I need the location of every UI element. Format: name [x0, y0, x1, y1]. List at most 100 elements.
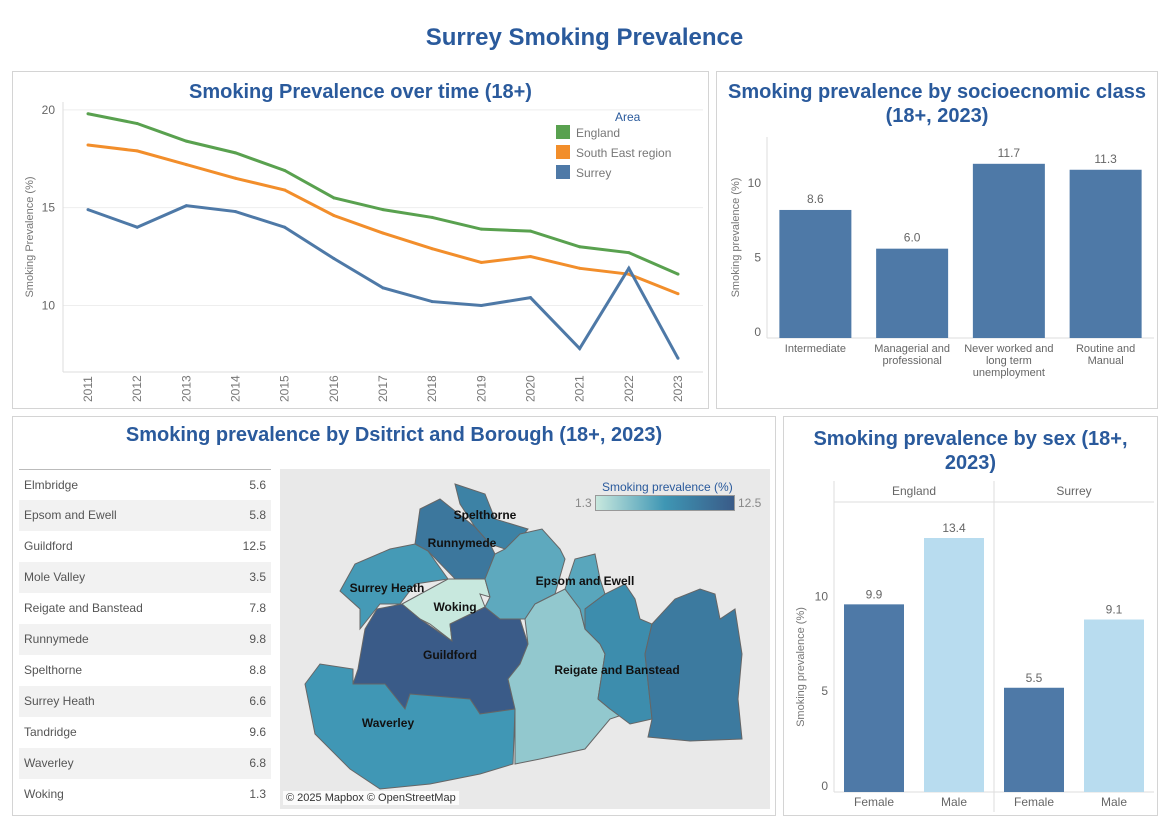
data-point [381, 208, 385, 212]
data-point [479, 227, 483, 231]
y-tick-label: 5 [754, 251, 761, 265]
data-point [381, 286, 385, 290]
district-region-elmbridge [484, 528, 566, 620]
district-name: Woking [24, 787, 64, 801]
data-point [676, 272, 680, 276]
data-point [529, 296, 532, 300]
table-row[interactable]: Reigate and Banstead 7.8 [19, 593, 271, 624]
socio-chart-title: Smoking prevalence by socioecnomic class… [728, 81, 1146, 127]
x-tick-label: 2021 [573, 375, 587, 402]
category-label: Never worked and [964, 343, 1053, 355]
bar [876, 248, 949, 338]
x-tick-label: 2012 [130, 375, 144, 402]
district-name: Runnymede [24, 632, 89, 646]
map-legend-title: Smoking prevalence (%) [602, 480, 733, 494]
series-line-surrey [87, 204, 680, 360]
map-svg: Spelthorne Runnymede Surrey Heath Woking Eps… [304, 483, 743, 790]
district-value: 5.6 [249, 478, 266, 492]
bar [1084, 619, 1144, 792]
data-point [529, 255, 532, 259]
table-row[interactable]: Tandridge 9.6 [19, 717, 271, 748]
map-label: Woking [433, 600, 476, 614]
bar-label: 8.6 [807, 192, 824, 206]
table-row[interactable]: Spelthorne 8.8 [19, 655, 271, 686]
data-point [86, 112, 90, 116]
district-name: Reigate and Banstead [24, 601, 143, 615]
data-point [381, 231, 385, 235]
district-value: 6.6 [249, 694, 266, 708]
group-label: Surrey [1056, 484, 1091, 498]
data-point [234, 176, 237, 180]
y-tick-label: 10 [815, 589, 829, 603]
map-attribution[interactable]: © 2025 Mapbox © OpenStreetMap [283, 791, 459, 805]
bar [1069, 169, 1142, 338]
y-axis-label: Smoking Prevalence (%) [24, 176, 36, 297]
data-point [332, 213, 336, 217]
table-row[interactable]: Woking 1.3 [19, 779, 271, 810]
x-tick-label: 2013 [179, 375, 193, 402]
district-region-waverley [304, 663, 516, 790]
bar-label: 9.1 [1106, 603, 1123, 617]
data-point [529, 229, 532, 233]
data-point [578, 245, 582, 249]
district-region-tandridge [644, 588, 743, 742]
district-name: Mole Valley [24, 570, 86, 584]
district-value: 5.8 [249, 508, 266, 522]
category-label: Male [941, 795, 967, 809]
district-value: 7.8 [249, 601, 266, 615]
district-region-surrey-heath [339, 543, 449, 631]
category-label: Manual [1088, 355, 1124, 367]
category-label: Female [854, 795, 894, 809]
district-value: 6.8 [249, 756, 266, 770]
table-row[interactable]: Waverley 6.8 [19, 748, 271, 779]
x-tick-label: 2017 [376, 375, 390, 402]
data-point [135, 225, 139, 229]
category-label: unemployment [973, 367, 1045, 379]
district-name: Elmbridge [24, 478, 79, 492]
socio-chart: 0 5 10 Smoking prevalence (%) 8.6 Intermediat… [730, 137, 1154, 379]
y-tick-label: 5 [821, 684, 828, 698]
data-point [627, 251, 631, 255]
bar [844, 604, 904, 792]
bar [972, 163, 1045, 338]
x-tick-label: 2023 [671, 375, 685, 402]
bar-label: 13.4 [942, 521, 966, 535]
y-axis-label: Smoking prevalence (%) [730, 178, 742, 298]
data-point [86, 208, 90, 212]
table-row[interactable]: Epsom and Ewell 5.8 [19, 500, 271, 531]
line-chart-title: Smoking Prevalence over time (18+) [189, 81, 532, 103]
data-point [578, 347, 582, 351]
category-label: Female [1014, 795, 1054, 809]
bar [924, 538, 984, 792]
data-point [234, 210, 237, 214]
bar-label: 11.3 [1094, 152, 1117, 166]
line-chart: 10 15 20 Smoking Prevalence (%) 2011 2012 2013… [24, 102, 703, 402]
socio-chart-panel: Smoking prevalence by socioecnomic class… [716, 71, 1158, 409]
y-tick-label: 20 [42, 103, 56, 117]
map-label: Waverley [362, 716, 415, 730]
map-label: Runnymede [428, 536, 497, 550]
legend-label: England [576, 126, 620, 140]
category-label: Male [1101, 795, 1127, 809]
district-panel: Smoking prevalence by Dsitrict and Borou… [12, 416, 776, 816]
table-row[interactable]: Surrey Heath 6.6 [19, 686, 271, 717]
x-tick-label: 2016 [327, 375, 341, 402]
table-row[interactable]: Runnymede 9.8 [19, 624, 271, 655]
table-row[interactable]: Guildford 12.5 [19, 531, 271, 562]
legend-title: Area [615, 110, 641, 124]
district-map[interactable]: Spelthorne Runnymede Surrey Heath Woking Eps… [280, 469, 770, 809]
sex-chart-panel: Smoking prevalence by sex (18+, 2023) 0 5… [783, 416, 1158, 816]
data-point [430, 300, 434, 304]
y-tick-label: 10 [748, 176, 762, 190]
category-label: long term [986, 355, 1032, 367]
table-row[interactable]: Elmbridge 5.6 [19, 469, 271, 501]
table-row[interactable]: Mole Valley 3.5 [19, 562, 271, 593]
category-label: professional [882, 355, 941, 367]
district-name: Spelthorne [24, 663, 83, 677]
data-point [135, 149, 139, 153]
data-point [479, 303, 483, 307]
map-legend-max: 12.5 [738, 496, 762, 510]
data-point [676, 356, 680, 360]
map-label: Spelthorne [454, 508, 517, 522]
district-name: Guildford [24, 539, 73, 553]
